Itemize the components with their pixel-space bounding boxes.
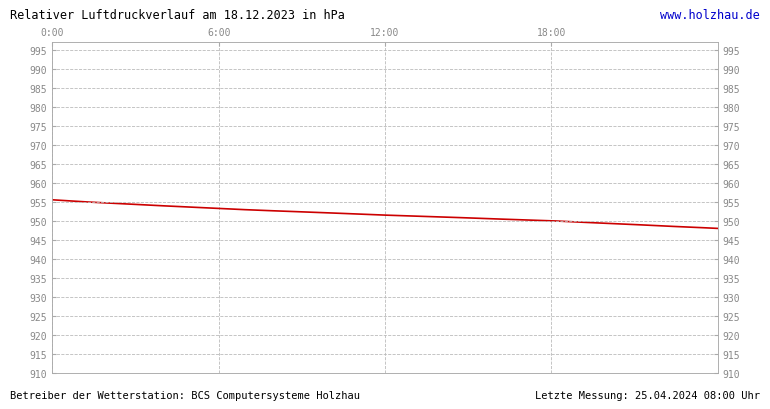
Text: www.holzhau.de: www.holzhau.de	[660, 9, 760, 22]
Text: Betreiber der Wetterstation: BCS Computersysteme Holzhau: Betreiber der Wetterstation: BCS Compute…	[10, 390, 360, 400]
Text: Relativer Luftdruckverlauf am 18.12.2023 in hPa: Relativer Luftdruckverlauf am 18.12.2023…	[10, 9, 345, 22]
Text: Letzte Messung: 25.04.2024 08:00 Uhr: Letzte Messung: 25.04.2024 08:00 Uhr	[535, 390, 760, 400]
